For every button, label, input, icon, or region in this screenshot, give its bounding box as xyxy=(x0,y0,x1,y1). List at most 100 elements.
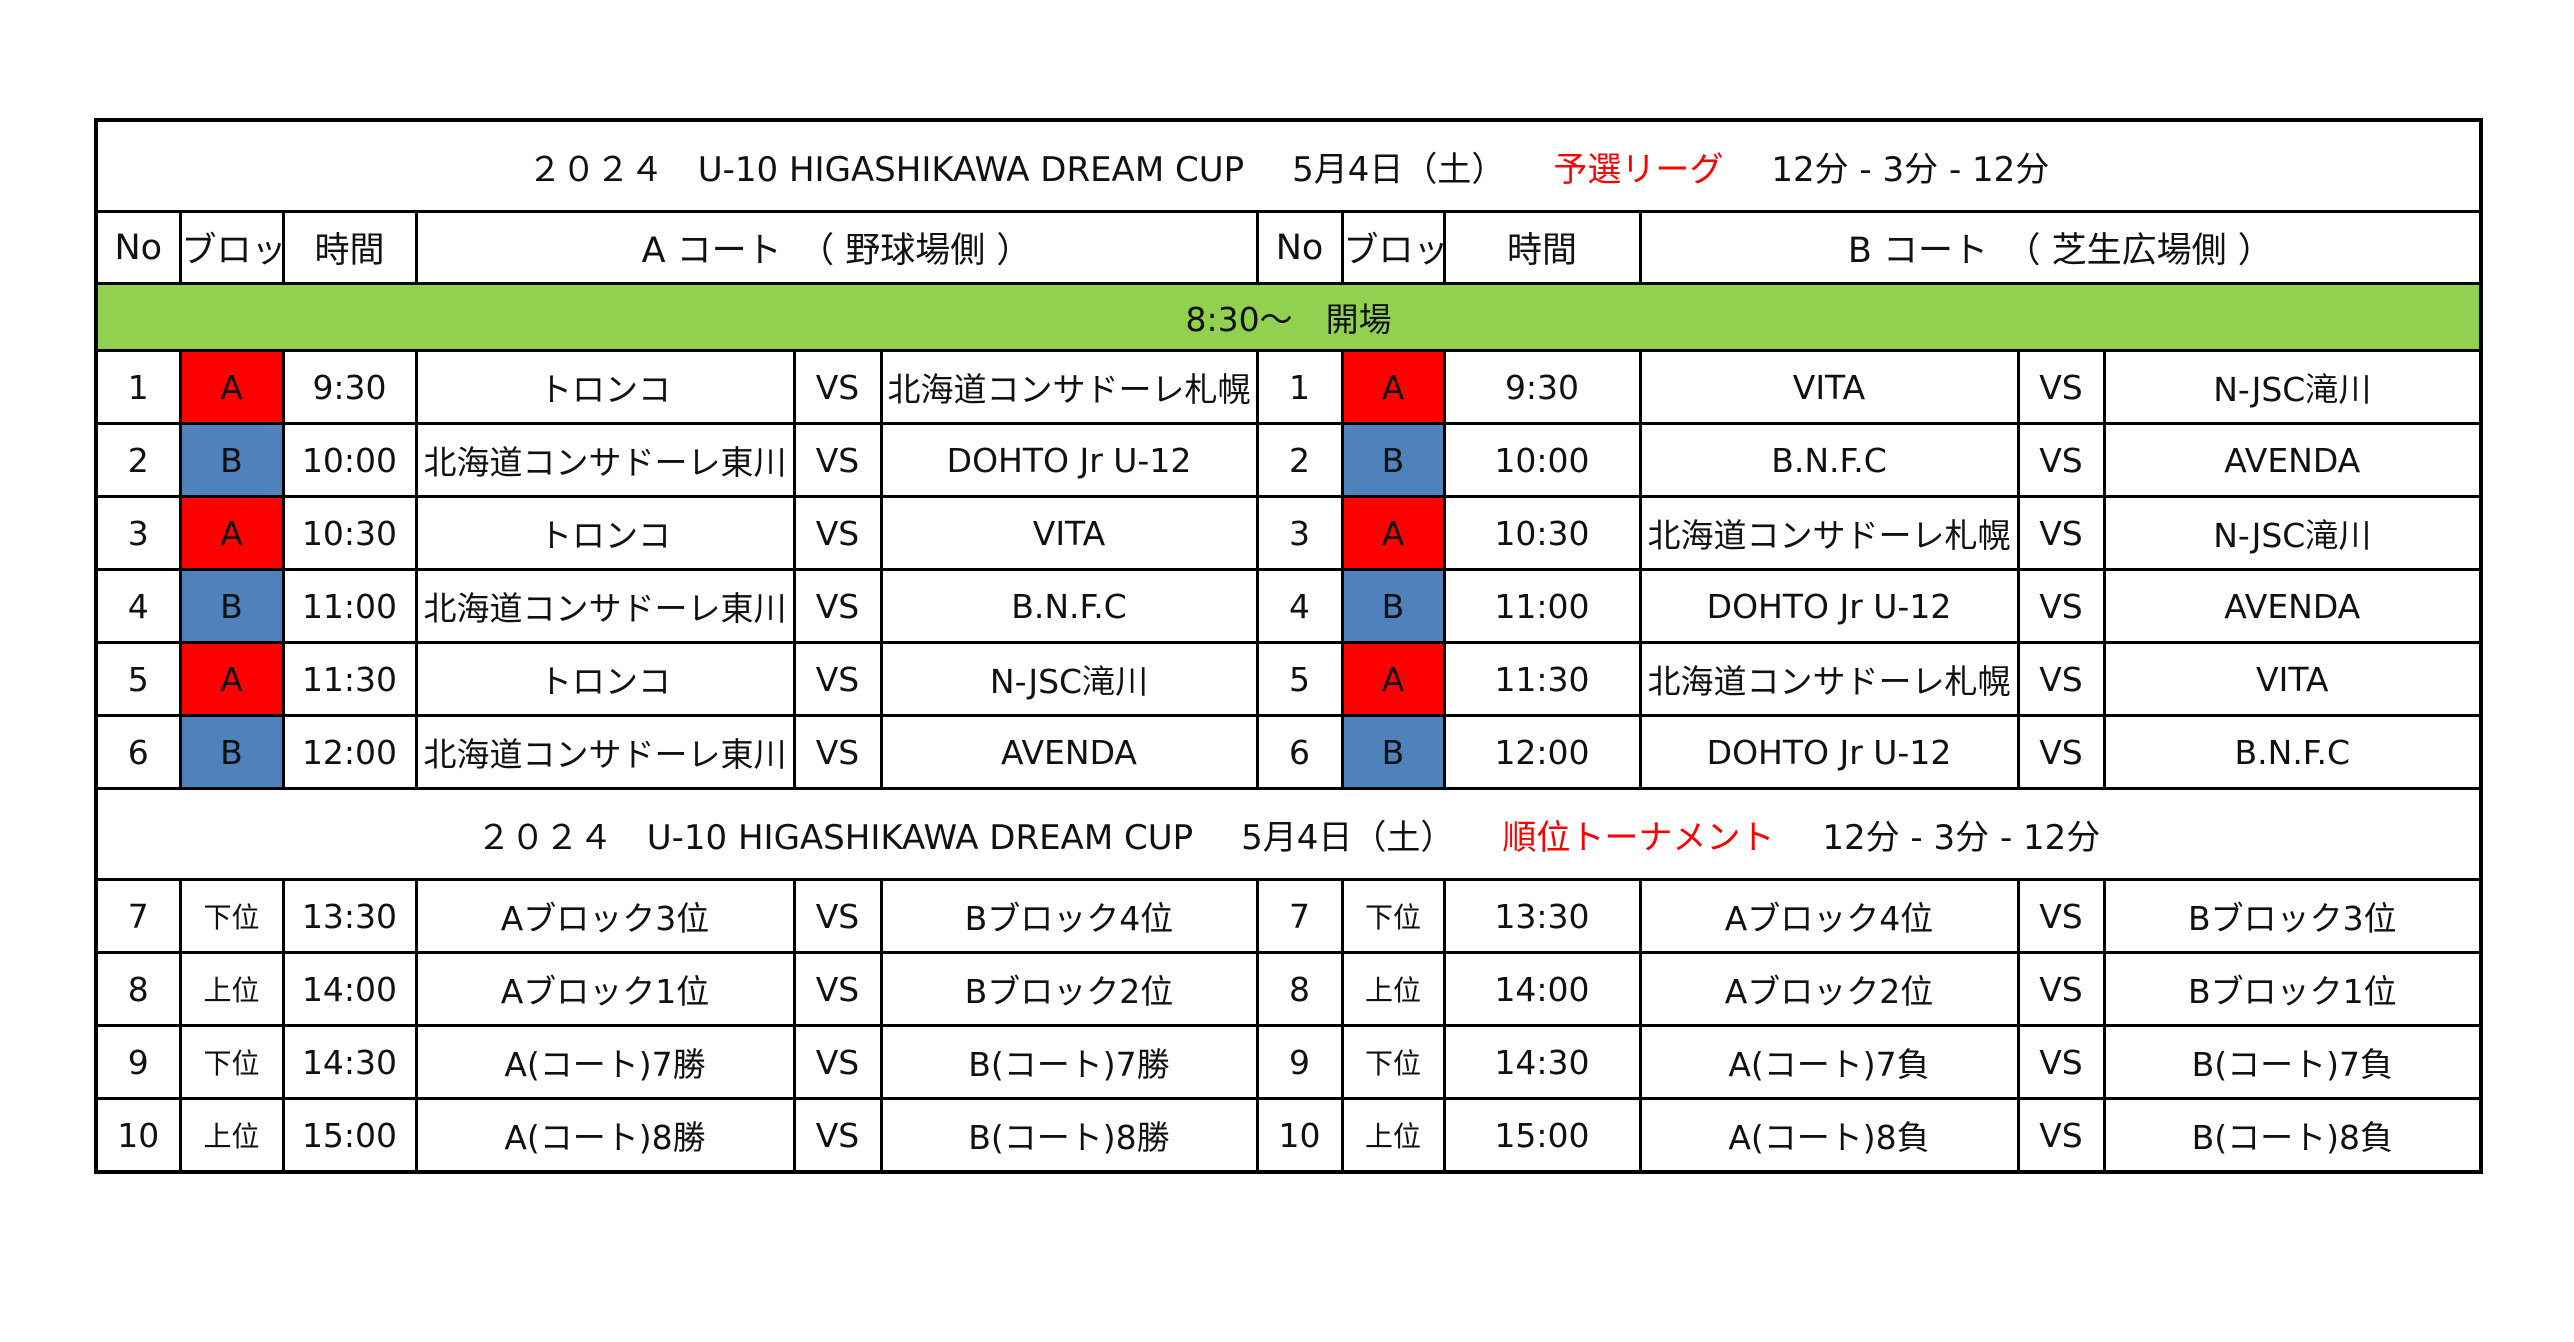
title-row: ２０２４ U-10 HIGASHIKAWA DREAM CUP 5月4日（土） 予選… xyxy=(94,118,2483,213)
team-cell: DOHTO Jr U-12 xyxy=(1638,568,2020,644)
team-cell: AVENDA xyxy=(2102,422,2483,498)
opening-row: 8:30～ 開場 xyxy=(94,282,2483,352)
no-cell: 7 xyxy=(94,878,182,954)
block-cell: B xyxy=(1340,422,1446,498)
vs-cell: VS xyxy=(2016,1097,2106,1174)
team-cell: 北海道コンサドーレ東川 xyxy=(414,422,796,498)
team-cell: B(コート)7勝 xyxy=(879,1024,1259,1100)
no-cell: 8 xyxy=(1255,951,1344,1027)
match-row: 6 B 12:00 北海道コンサドーレ東川 VS AVENDA 6 B 12:00 DOHTO J… xyxy=(94,714,2483,790)
no-cell: 5 xyxy=(1255,641,1344,717)
opening-cell: 8:30～ 開場 xyxy=(94,282,2483,352)
team-cell: N-JSC滝川 xyxy=(2102,495,2483,571)
time-cell: 14:00 xyxy=(1442,951,1642,1027)
block-cell: B xyxy=(178,714,285,790)
vs-cell: VS xyxy=(2016,951,2106,1027)
match-row: 2 B 10:00 北海道コンサドーレ東川 VS DOHTO Jr U-12 2 B 10:00… xyxy=(94,422,2483,498)
vs-cell: VS xyxy=(792,714,883,790)
time-cell: 10:00 xyxy=(281,422,418,498)
team-cell: N-JSC滝川 xyxy=(2102,349,2483,425)
block-cell: A xyxy=(178,495,285,571)
vs-cell: VS xyxy=(2016,422,2106,498)
vs-cell: VS xyxy=(792,1024,883,1100)
table-body: ２０２４ U-10 HIGASHIKAWA DREAM CUP 5月4日（土） 予選… xyxy=(94,118,2483,1174)
vs-cell: VS xyxy=(2016,878,2106,954)
title-stage: 順位トーナメント xyxy=(1502,817,1775,858)
team-cell: DOHTO Jr U-12 xyxy=(879,422,1259,498)
time-cell: 12:00 xyxy=(281,714,418,790)
no-cell: 1 xyxy=(1255,349,1344,425)
time-cell: 13:30 xyxy=(1442,878,1642,954)
no-cell: 5 xyxy=(94,641,182,717)
no-cell: 7 xyxy=(1255,878,1344,954)
vs-cell: VS xyxy=(792,422,883,498)
no-cell: 3 xyxy=(94,495,182,571)
header-cell: 時間 xyxy=(1442,210,1642,285)
vs-cell: VS xyxy=(792,495,883,571)
title-event: ２０２４ U-10 HIGASHIKAWA DREAM CUP xyxy=(476,817,1194,858)
team-cell: A(コート)7勝 xyxy=(414,1024,796,1100)
vs-cell: VS xyxy=(2016,568,2106,644)
team-cell: 北海道コンサドーレ東川 xyxy=(414,568,796,644)
title-format: 12分 - 3分 - 12分 xyxy=(1771,149,2050,190)
vs-cell: VS xyxy=(792,878,883,954)
schedule-table: ２０２４ U-10 HIGASHIKAWA DREAM CUP 5月4日（土） 予選… xyxy=(94,118,2484,1174)
no-cell: 1 xyxy=(94,349,182,425)
time-cell: 11:30 xyxy=(1442,641,1642,717)
header-cell: ブロック xyxy=(178,210,285,285)
block-cell: B xyxy=(1340,568,1446,644)
block-cell: A xyxy=(178,349,285,425)
vs-cell: VS xyxy=(2016,349,2106,425)
no-cell: 8 xyxy=(94,951,182,1027)
block-cell: B xyxy=(178,422,285,498)
match-row: 8 上位 14:00 Aブロック1位 VS Bブロック2位 8 上位 14:00 Aブロック2位 V… xyxy=(94,951,2483,1027)
block-cell: 上位 xyxy=(1340,1097,1446,1174)
team-cell: B.N.F.C xyxy=(879,568,1259,644)
team-cell: B(コート)8勝 xyxy=(879,1097,1259,1174)
team-cell: トロンコ xyxy=(414,349,796,425)
team-cell: Bブロック1位 xyxy=(2102,951,2483,1027)
block-cell: 上位 xyxy=(1340,951,1446,1027)
title-date: 5月4日（土） xyxy=(1241,817,1455,858)
team-cell: B.N.F.C xyxy=(2102,714,2483,790)
match-row: 9 下位 14:30 A(コート)7勝 VS B(コート)7勝 9 下位 14:30 A(コート)… xyxy=(94,1024,2483,1100)
time-cell: 10:00 xyxy=(1442,422,1642,498)
team-cell: Aブロック3位 xyxy=(414,878,796,954)
match-row: 10 上位 15:00 A(コート)8勝 VS B(コート)8勝 10 上位 15:00 A(コー… xyxy=(94,1097,2483,1174)
no-cell: 9 xyxy=(1255,1024,1344,1100)
time-cell: 10:30 xyxy=(281,495,418,571)
team-cell: Aブロック1位 xyxy=(414,951,796,1027)
block-cell: A xyxy=(1340,641,1446,717)
vs-cell: VS xyxy=(792,349,883,425)
match-row: 5 A 11:30 トロンコ VS N-JSC滝川 5 A 11:30 北海道コンサドーレ札幌 VS… xyxy=(94,641,2483,717)
no-cell: 10 xyxy=(1255,1097,1344,1174)
match-row: 3 A 10:30 トロンコ VS VITA 3 A 10:30 北海道コンサドーレ札幌 VS N-J… xyxy=(94,495,2483,571)
block-cell: A xyxy=(1340,349,1446,425)
time-cell: 12:00 xyxy=(1442,714,1642,790)
team-cell: B(コート)7負 xyxy=(2102,1024,2483,1100)
team-cell: DOHTO Jr U-12 xyxy=(1638,714,2020,790)
vs-cell: VS xyxy=(2016,641,2106,717)
match-row: 7 下位 13:30 Aブロック3位 VS Bブロック4位 7 下位 13:30 Aブロック4位 V… xyxy=(94,878,2483,954)
time-cell: 15:00 xyxy=(1442,1097,1642,1174)
time-cell: 15:00 xyxy=(281,1097,418,1174)
team-cell: Aブロック2位 xyxy=(1638,951,2020,1027)
title-row: ２０２４ U-10 HIGASHIKAWA DREAM CUP 5月4日（土） 順位… xyxy=(94,787,2483,881)
block-cell: 下位 xyxy=(178,1024,285,1100)
vs-cell: VS xyxy=(792,641,883,717)
time-cell: 14:30 xyxy=(1442,1024,1642,1100)
time-cell: 14:00 xyxy=(281,951,418,1027)
title-format: 12分 - 3分 - 12分 xyxy=(1822,817,2101,858)
team-cell: 北海道コンサドーレ札幌 xyxy=(1638,495,2020,571)
time-cell: 10:30 xyxy=(1442,495,1642,571)
match-row: 4 B 11:00 北海道コンサドーレ東川 VS B.N.F.C 4 B 11:00 DOHTO … xyxy=(94,568,2483,644)
no-cell: 10 xyxy=(94,1097,182,1174)
block-cell: A xyxy=(178,641,285,717)
header-cell: B コート （ 芝生広場側 ） xyxy=(1638,210,2483,285)
team-cell: B.N.F.C xyxy=(1638,422,2020,498)
team-cell: AVENDA xyxy=(2102,568,2483,644)
time-cell: 13:30 xyxy=(281,878,418,954)
team-cell: VITA xyxy=(2102,641,2483,717)
team-cell: Bブロック4位 xyxy=(879,878,1259,954)
